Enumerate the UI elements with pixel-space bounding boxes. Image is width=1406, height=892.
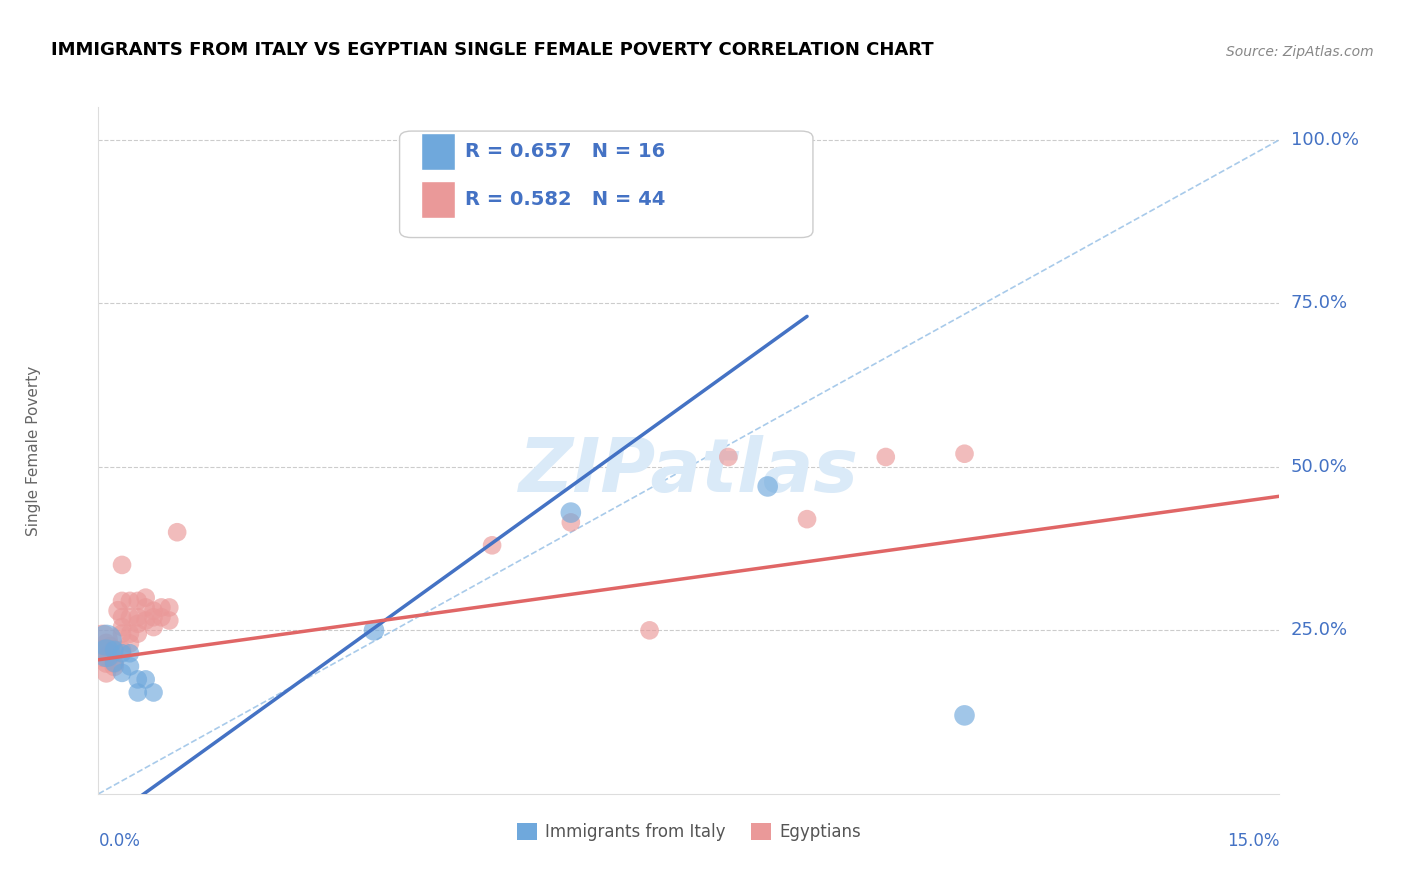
Point [111,558,134,572]
Point [142,620,165,634]
Legend: Immigrants from Italy, Egyptians: Immigrants from Italy, Egyptians [510,816,868,847]
Point [560,506,582,520]
Text: 15.0%: 15.0% [1227,831,1279,850]
Point [135,591,157,605]
Point [127,626,149,640]
Point [142,604,165,618]
Point [638,624,661,638]
Point [111,665,134,680]
Point [150,600,173,615]
Point [717,450,740,464]
Point [135,673,157,687]
Point [98,640,121,654]
Point [118,594,141,608]
Point [135,600,157,615]
Text: 25.0%: 25.0% [1291,622,1348,640]
Point [481,538,503,552]
Text: 100.0%: 100.0% [1291,131,1358,149]
Point [363,624,385,638]
Text: Single Female Poverty: Single Female Poverty [25,366,41,535]
Text: R = 0.657   N = 16: R = 0.657 N = 16 [464,142,665,161]
Point [118,626,141,640]
Point [103,656,125,670]
Text: 50.0%: 50.0% [1291,458,1347,475]
Point [157,600,180,615]
Point [796,512,818,526]
Point [103,643,125,657]
Point [111,594,134,608]
Point [127,610,149,624]
Point [91,646,114,660]
Point [127,616,149,631]
Point [756,479,779,493]
Point [96,656,118,670]
Text: 0.0%: 0.0% [98,831,141,850]
Point [96,633,118,648]
Point [142,610,165,624]
Point [103,643,125,657]
Text: Source: ZipAtlas.com: Source: ZipAtlas.com [1226,45,1374,59]
Point [127,673,149,687]
Point [96,636,118,650]
Text: R = 0.582   N = 44: R = 0.582 N = 44 [464,190,665,210]
Point [118,636,141,650]
Point [91,633,114,648]
Point [111,626,134,640]
Point [953,447,976,461]
Point [127,685,149,699]
Point [127,594,149,608]
Point [96,649,118,664]
Point [118,659,141,673]
Text: 75.0%: 75.0% [1291,294,1348,312]
Point [111,646,134,660]
FancyBboxPatch shape [420,133,456,170]
Point [135,614,157,628]
Point [118,646,141,660]
Point [96,665,118,680]
Point [118,610,141,624]
Text: ZIPatlas: ZIPatlas [519,434,859,508]
Point [103,659,125,673]
Point [560,516,582,530]
Point [150,610,173,624]
FancyBboxPatch shape [399,131,813,237]
Point [98,649,121,664]
Text: IMMIGRANTS FROM ITALY VS EGYPTIAN SINGLE FEMALE POVERTY CORRELATION CHART: IMMIGRANTS FROM ITALY VS EGYPTIAN SINGLE… [51,41,934,59]
Point [111,610,134,624]
Point [157,614,180,628]
Point [953,708,976,723]
Point [111,620,134,634]
Point [111,643,134,657]
Point [875,450,897,464]
Point [96,646,118,660]
Point [166,525,188,540]
Point [103,656,125,670]
Point [142,685,165,699]
FancyBboxPatch shape [420,181,456,219]
Point [107,604,129,618]
